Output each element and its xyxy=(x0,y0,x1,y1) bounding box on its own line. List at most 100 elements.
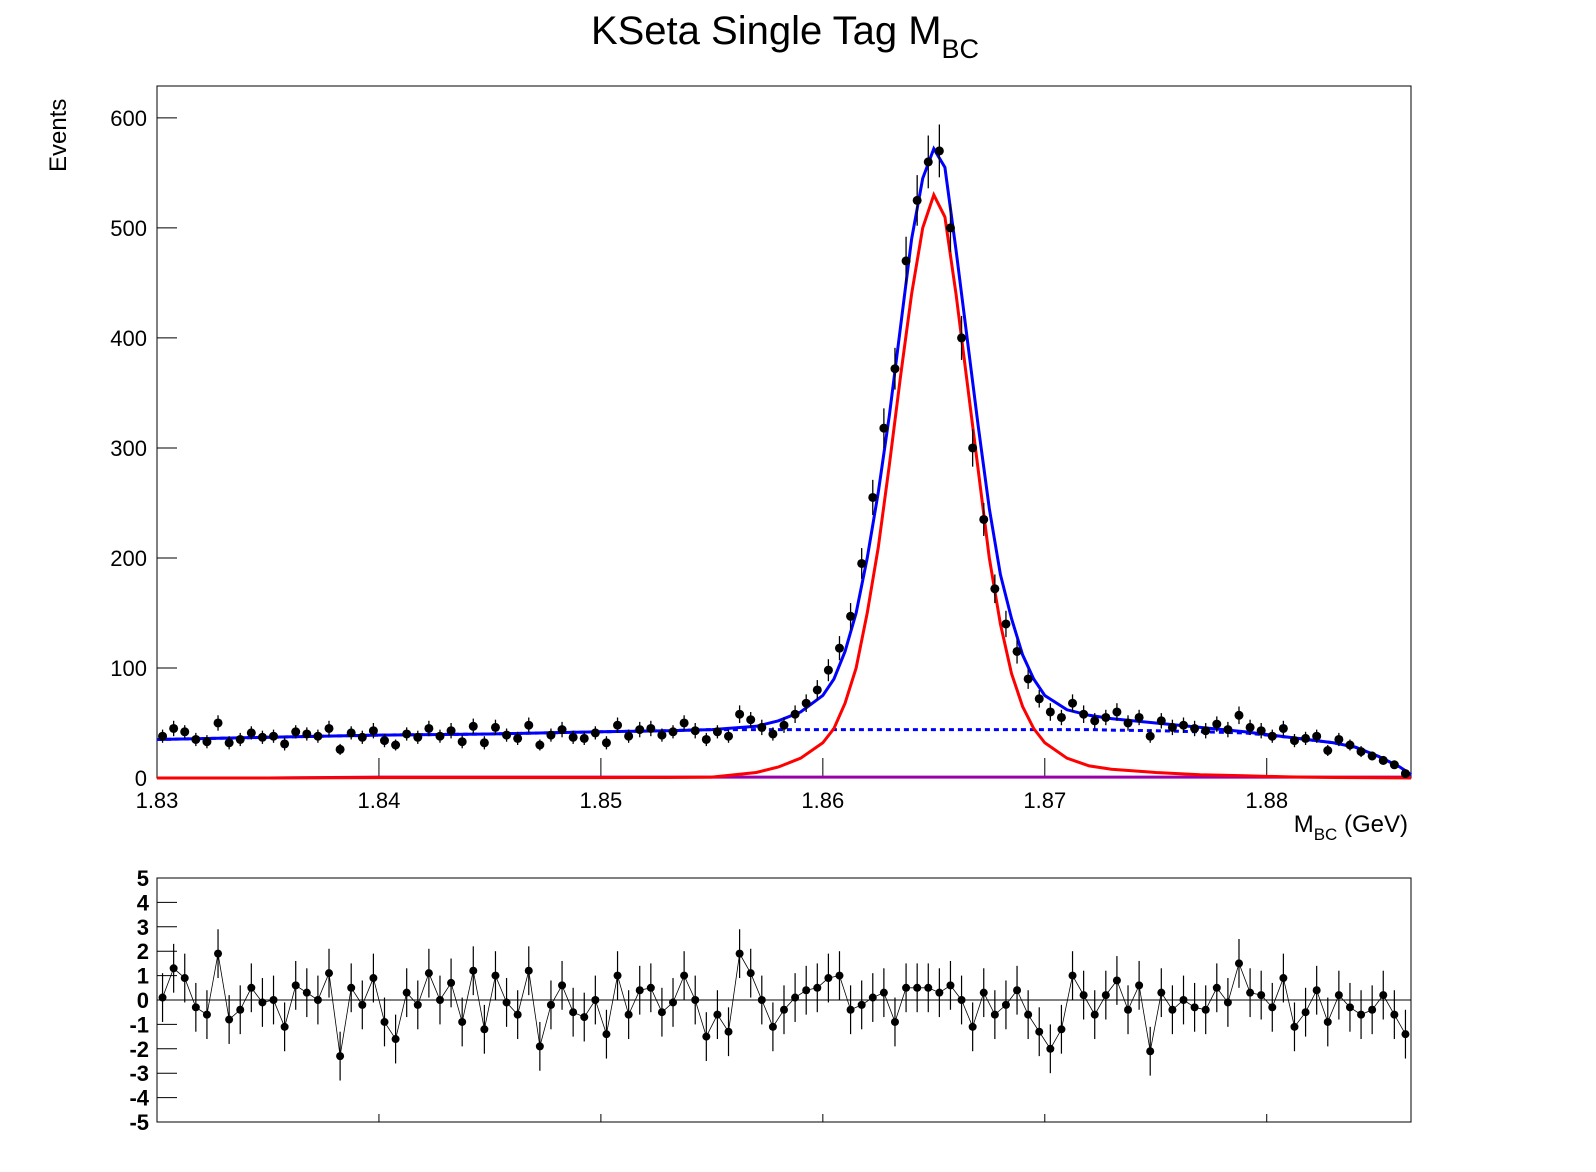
data-point xyxy=(1012,646,1022,656)
data-point xyxy=(1223,725,1233,735)
pull-point xyxy=(957,996,966,1004)
pull-point xyxy=(225,1015,234,1024)
data-point xyxy=(224,738,234,748)
pull-point xyxy=(1379,991,1388,1000)
pull-point xyxy=(1401,1030,1410,1039)
pull-point xyxy=(369,974,378,983)
y-axis-label: Events xyxy=(45,99,72,172)
pull-point xyxy=(347,983,356,992)
pull-point xyxy=(1179,996,1188,1004)
pull-point xyxy=(1157,988,1166,997)
pull-point xyxy=(979,988,988,997)
data-point xyxy=(479,738,489,748)
pull-point xyxy=(835,971,844,980)
pull-point xyxy=(713,1010,722,1019)
pull-point xyxy=(535,1042,544,1051)
pull-point xyxy=(624,1010,633,1019)
x-tick-label: 1.84 xyxy=(358,788,401,813)
data-point xyxy=(346,728,356,738)
data-point xyxy=(557,725,567,735)
data-point xyxy=(1245,722,1255,732)
pull-point xyxy=(735,949,744,958)
data-point xyxy=(746,715,756,725)
pull-point xyxy=(291,981,300,990)
pull-point xyxy=(513,1010,522,1019)
data-point xyxy=(490,722,500,732)
pull-point xyxy=(1279,974,1288,983)
data-point xyxy=(368,726,378,736)
data-point xyxy=(402,729,412,739)
data-point xyxy=(635,725,645,735)
pull-point xyxy=(680,971,689,980)
data-point xyxy=(1179,720,1189,730)
pull-point xyxy=(902,983,911,992)
data-point xyxy=(624,731,634,741)
pull-point xyxy=(824,974,833,983)
data-point xyxy=(1367,751,1377,761)
pull-point xyxy=(1246,988,1255,997)
pull-point xyxy=(469,966,478,975)
pull-point xyxy=(1124,1005,1133,1014)
y-tick-label: 600 xyxy=(110,106,147,131)
pull-point xyxy=(1112,976,1121,985)
pull-point xyxy=(890,1017,899,1026)
data-point xyxy=(1267,731,1277,741)
data-point xyxy=(834,643,844,653)
data-point xyxy=(934,146,944,156)
x-label-suffix: (GeV) xyxy=(1337,811,1408,838)
data-point xyxy=(1156,716,1166,726)
x-tick-label: 1.83 xyxy=(136,788,179,813)
pull-point xyxy=(402,988,411,997)
title-subscript: BC xyxy=(942,34,980,64)
data-point xyxy=(1234,710,1244,720)
y-tick-label: 200 xyxy=(110,546,147,571)
data-point xyxy=(579,733,589,743)
data-point xyxy=(357,732,367,742)
data-point xyxy=(213,718,223,728)
pull-point xyxy=(380,1017,389,1026)
data-point xyxy=(1323,745,1333,755)
pull-point xyxy=(1001,1000,1010,1009)
x-tick-label: 1.87 xyxy=(1023,788,1066,813)
fit-curve xyxy=(157,191,1412,780)
y-tick-label: 400 xyxy=(110,326,147,351)
pull-point xyxy=(913,983,922,992)
pull-point xyxy=(313,996,322,1004)
data-point xyxy=(302,729,312,739)
data-point xyxy=(169,723,179,733)
pull-point xyxy=(1390,1010,1399,1019)
pull-point xyxy=(1368,1005,1377,1014)
data-point xyxy=(191,734,201,744)
pull-point xyxy=(169,964,178,973)
data-point xyxy=(1101,712,1111,722)
pull-point xyxy=(1190,1003,1199,1012)
data-point xyxy=(690,726,700,736)
pull-point xyxy=(1290,1022,1299,1031)
pull-point xyxy=(302,988,311,997)
pull-point xyxy=(580,1013,589,1022)
pull-y-tick-label: 2 xyxy=(137,939,149,964)
data-point xyxy=(1256,726,1266,736)
pull-point xyxy=(691,996,700,1004)
pull-point xyxy=(1323,1017,1332,1026)
pull-point xyxy=(846,1005,855,1014)
x-tick-label: 1.86 xyxy=(801,788,844,813)
data-point xyxy=(235,734,245,744)
data-point xyxy=(435,731,445,741)
data-point xyxy=(1212,719,1222,729)
data-point xyxy=(1034,694,1044,704)
data-point xyxy=(1378,755,1388,765)
data-point xyxy=(779,720,789,730)
pull-point xyxy=(1057,1025,1066,1034)
data-point xyxy=(424,723,434,733)
data-point xyxy=(1090,716,1100,726)
pull-point xyxy=(202,1010,211,1019)
pull-point xyxy=(646,983,655,992)
pull-point xyxy=(868,993,877,1002)
data-point xyxy=(901,256,911,266)
pull-point xyxy=(358,1000,367,1009)
pull-point xyxy=(1135,981,1144,990)
data-point xyxy=(968,443,978,453)
data-point xyxy=(413,732,423,742)
pull-y-tick-label: 4 xyxy=(137,890,150,915)
